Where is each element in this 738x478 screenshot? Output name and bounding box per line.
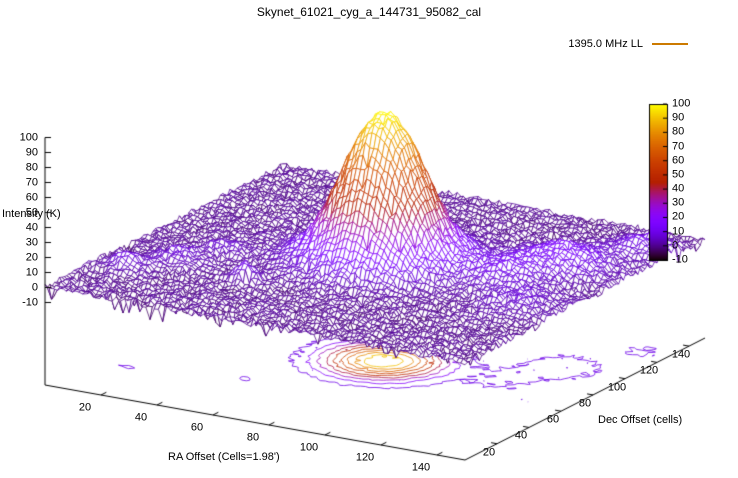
y-tick-label: 140 xyxy=(671,348,691,361)
colorbar-tick-label: 30 xyxy=(672,196,685,209)
x-axis-label: RA Offset (Cells=1.98') xyxy=(168,451,280,463)
x-tick-label: 80 xyxy=(246,431,260,444)
x-tick-label: 40 xyxy=(134,411,148,424)
x-tick-label: 20 xyxy=(78,401,92,414)
colorbar-tick-label: -10 xyxy=(672,253,688,266)
y-tick-label: 80 xyxy=(578,397,592,410)
z-tick-label: 90 xyxy=(25,146,38,158)
x-tick-label: 120 xyxy=(355,451,375,464)
colorbar-tick-label: 10 xyxy=(672,225,685,238)
z-tick-label: 60 xyxy=(25,191,38,203)
z-tick-label: 70 xyxy=(25,176,38,188)
z-tick-label: 40 xyxy=(25,221,38,233)
colorbar-tick-label: 20 xyxy=(672,210,685,223)
colorbar-tick-label: 40 xyxy=(672,182,685,195)
x-tick-label: 140 xyxy=(411,461,431,474)
colorbar-tick-label: 50 xyxy=(672,168,685,181)
y-tick-label: 100 xyxy=(607,381,627,394)
colorbar-tick-label: 100 xyxy=(672,97,691,110)
colorbar-tick-label: 0 xyxy=(672,239,679,252)
z-tick-label: 20 xyxy=(25,251,38,263)
x-tick-label: 60 xyxy=(190,421,204,434)
colorbar-tick-label: 90 xyxy=(672,111,685,124)
y-tick-label: 20 xyxy=(482,446,496,459)
x-tick-label: 100 xyxy=(299,441,319,454)
y-axis-label: Dec Offset (cells) xyxy=(598,414,683,426)
legend-line-sample xyxy=(652,43,688,45)
z-axis-label: Intensity (K) xyxy=(2,208,61,220)
z-tick-label: 10 xyxy=(25,266,38,278)
z-tick-label: 100 xyxy=(19,131,38,143)
z-tick-label: 80 xyxy=(25,161,38,173)
y-tick-label: 120 xyxy=(639,364,659,377)
legend: 1395.0 MHz LL xyxy=(568,37,688,51)
colorbar-tick-label: 70 xyxy=(672,140,685,153)
plot-title: Skynet_61021_cyg_a_144731_95082_cal xyxy=(256,5,482,19)
z-tick-label: -10 xyxy=(22,296,38,308)
z-tick-label: 30 xyxy=(25,236,38,248)
y-tick-label: 40 xyxy=(514,429,528,442)
colorbar-tick-label: 80 xyxy=(672,125,685,138)
legend-series-label: 1395.0 MHz LL xyxy=(568,38,643,50)
z-tick-label: 0 xyxy=(31,281,38,293)
z-tick-label: 50 xyxy=(25,206,38,218)
colorbar-tick-label: 60 xyxy=(672,154,685,167)
y-tick-label: 60 xyxy=(546,413,560,426)
